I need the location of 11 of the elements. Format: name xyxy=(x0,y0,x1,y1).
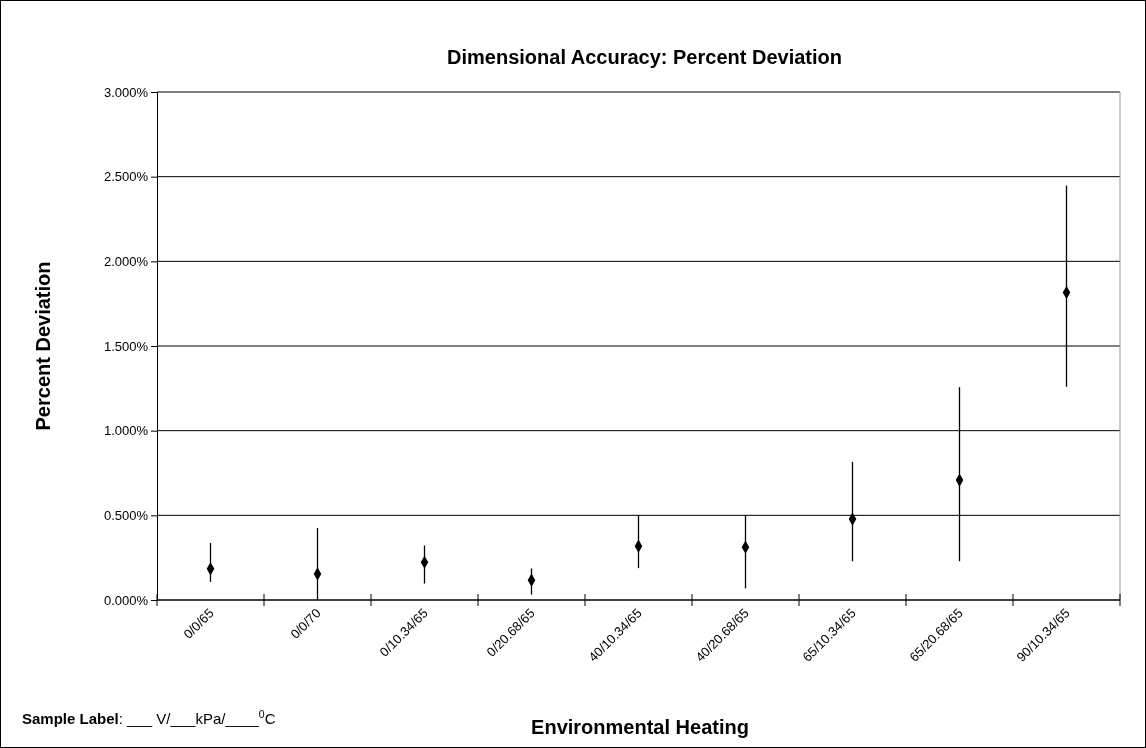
x-axis-title: Environmental Heating xyxy=(531,716,749,738)
y-tick-label: 1.000% xyxy=(103,423,149,439)
y-tick-label: 0.000% xyxy=(103,592,149,608)
y-tick-label: 0.500% xyxy=(103,507,149,523)
chart-title: Dimensional Accuracy: Percent Deviation xyxy=(447,46,842,68)
y-tick-label: 1.500% xyxy=(103,338,149,354)
y-tick-label: 2.000% xyxy=(103,253,149,269)
y-axis-title: Percent Deviation xyxy=(32,261,54,431)
text: Sample Label: ___ V/___kPa/____$^{0}$C xyxy=(22,708,276,727)
y-tick-label: 3.000% xyxy=(103,84,149,100)
y-tick-label: 2.500% xyxy=(103,169,149,185)
